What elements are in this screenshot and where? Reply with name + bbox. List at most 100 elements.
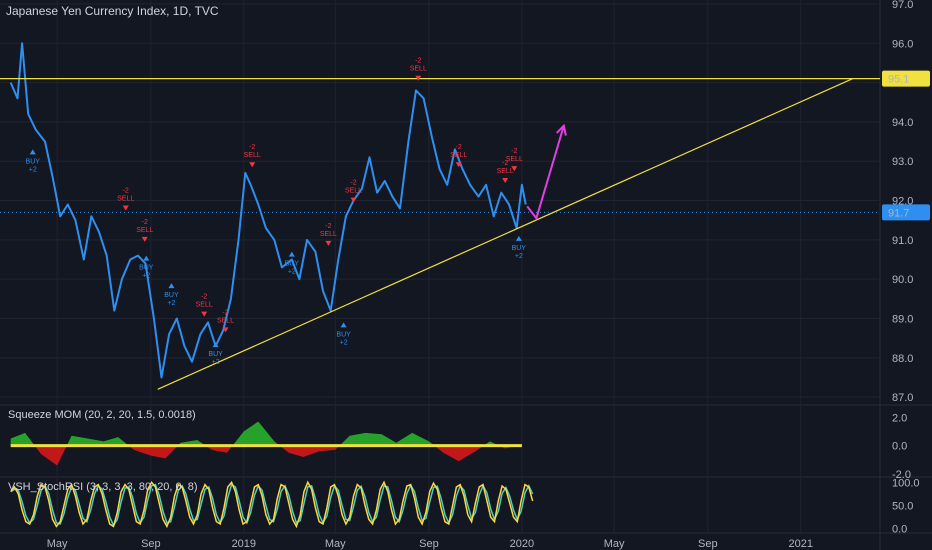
sell-signal-label: SELL	[450, 152, 467, 159]
sell-signal-count: -2	[222, 309, 228, 316]
sell-signal-label: SELL	[345, 188, 362, 195]
stochrsi-title: VSH_StochRSI (3, 3, 3, 3, 80, 20, 0, 8)	[8, 481, 198, 493]
buy-arrow-icon	[515, 235, 522, 241]
main-chart-title: Japanese Yen Currency Index, 1D, TVC	[6, 4, 219, 18]
buy-signal-label: BUY	[208, 351, 223, 358]
resistance-badge	[882, 70, 930, 87]
sell-signal-count: -2	[511, 148, 517, 155]
buy-signal-count: +2	[29, 166, 37, 173]
time-tick-label: 2020	[510, 538, 534, 550]
price-tick-label: 90.0	[892, 274, 913, 286]
sell-signal-label: SELL	[217, 317, 234, 324]
buy-signal-count: +2	[167, 300, 175, 307]
buy-signal: BUY+2	[26, 149, 41, 173]
price-tick-label: 94.0	[892, 117, 913, 129]
price-tick-label: 89.0	[892, 313, 913, 325]
buy-arrow-icon	[288, 251, 295, 257]
time-tick-label: Sep	[141, 538, 161, 550]
buy-signal: BUY+2	[164, 283, 179, 307]
sell-signal-count: -2	[249, 144, 255, 151]
buy-arrow-icon	[340, 322, 347, 328]
buy-signal-count: +2	[340, 339, 348, 346]
squeeze-tick-label: 2.0	[892, 412, 907, 424]
ascending-trendline	[157, 78, 853, 390]
time-tick-label: Sep	[698, 538, 718, 550]
price-tick-label: 97.0	[892, 0, 913, 11]
time-tick-label: 2021	[789, 538, 813, 550]
sell-signal-label: SELL	[244, 152, 261, 159]
sell-arrow-icon	[415, 75, 422, 81]
squeeze-tick-label: -2.0	[892, 469, 911, 481]
resistance-label: 95.1	[888, 74, 909, 86]
sell-arrow-icon	[502, 177, 509, 183]
buy-signal-label: BUY	[285, 261, 300, 268]
buy-signal: BUY+2	[208, 342, 223, 366]
buy-arrow-icon	[29, 149, 36, 155]
sell-signal-count: -2	[325, 223, 331, 230]
momentum-negative-area	[10, 445, 522, 466]
sell-signal-count: -2	[456, 144, 462, 151]
sell-arrow-icon	[455, 162, 462, 168]
last-price-badge	[882, 204, 930, 221]
stochrsi-tick-label: 50.0	[892, 501, 913, 513]
sell-arrow-icon	[222, 327, 229, 333]
buy-signal-label: BUY	[512, 245, 527, 252]
time-tick-label: Sep	[419, 538, 439, 550]
sell-signal-count: -2	[123, 187, 129, 194]
buy-signal-count: +2	[142, 273, 150, 280]
sell-signal-count: -2	[502, 160, 508, 167]
sell-signal-label: SELL	[506, 156, 523, 163]
stochrsi-tick-label: 0.0	[892, 524, 907, 536]
buy-signal: BUY+2	[139, 255, 154, 280]
sell-arrow-icon	[141, 236, 148, 242]
buy-signal-label: BUY	[336, 331, 351, 338]
buy-signal: BUY+2	[285, 251, 300, 276]
sell-signal-label: SELL	[196, 302, 213, 309]
squeeze-title: Squeeze MOM (20, 2, 20, 1.5, 0.0018)	[8, 409, 196, 421]
sell-arrow-icon	[325, 240, 332, 246]
buy-signal-label: BUY	[139, 265, 154, 272]
sell-arrow-icon	[122, 205, 129, 211]
sell-signal-label: SELL	[497, 168, 514, 175]
sell-signal-label: SELL	[410, 66, 427, 73]
buy-signal-count: +2	[288, 269, 296, 276]
time-tick-label: 2019	[232, 538, 256, 550]
time-tick-label: May	[47, 538, 68, 550]
projection-arrow	[526, 125, 565, 221]
sell-arrow-icon	[249, 162, 256, 168]
last-price-label: 91.7	[888, 207, 909, 219]
stochrsi-tick-label: 100.0	[892, 477, 920, 489]
buy-arrow-icon	[212, 342, 219, 348]
price-tick-label: 96.0	[892, 38, 913, 50]
sell-signal-label: SELL	[320, 231, 337, 238]
time-tick-label: May	[325, 538, 346, 550]
sell-signal-count: -2	[142, 219, 148, 226]
buy-signal: BUY+2	[336, 322, 351, 346]
sell-signal-count: -2	[415, 58, 421, 65]
sell-arrow-icon	[350, 197, 357, 203]
sell-signal-count: -2	[201, 294, 207, 301]
stochrsi-k-line	[10, 480, 534, 529]
buy-signal-count: +2	[515, 253, 523, 260]
price-tick-label: 91.0	[892, 235, 913, 247]
price-tick-label: 87.0	[892, 392, 913, 404]
sell-signal-label: SELL	[136, 227, 153, 234]
price-tick-label: 93.0	[892, 156, 913, 168]
buy-signal-label: BUY	[164, 292, 179, 299]
buy-arrow-icon	[143, 255, 150, 261]
sell-signal-count: -2	[350, 180, 356, 187]
sell-arrow-icon	[201, 311, 208, 317]
buy-signal-label: BUY	[26, 158, 41, 165]
buy-signal-count: +2	[212, 359, 220, 366]
